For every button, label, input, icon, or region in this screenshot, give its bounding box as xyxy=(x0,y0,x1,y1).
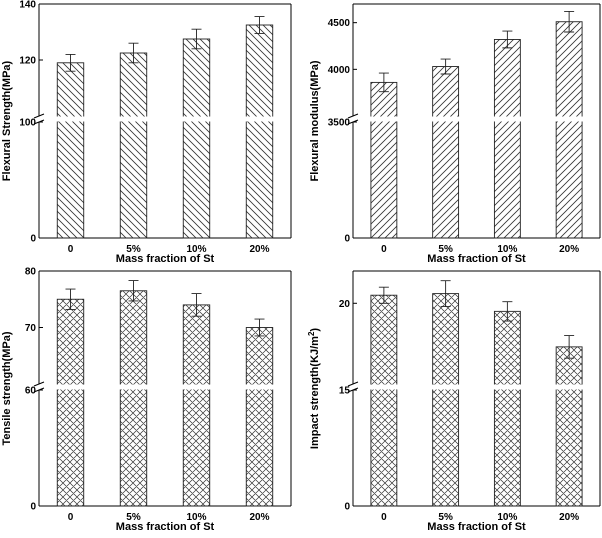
bar-0 xyxy=(56,62,85,239)
x-tick-label-3: 20% xyxy=(559,512,579,523)
error-bar-0 xyxy=(65,288,76,310)
x-axis-label: Mass fraction of St xyxy=(116,521,215,533)
bar-break-gap-1 xyxy=(431,116,460,122)
error-bar-3 xyxy=(254,318,265,337)
bar-break-gap-2 xyxy=(493,116,522,122)
y-tick-label-1: 15 xyxy=(339,386,351,397)
bar-1 xyxy=(119,52,148,239)
bar-break-gap-2 xyxy=(182,116,211,122)
x-tick-label-2: 10% xyxy=(186,512,206,523)
bar-break-gap-3 xyxy=(245,116,274,122)
y-tick-label-2: 70 xyxy=(25,323,37,334)
bar-break-gap-2 xyxy=(493,384,522,390)
error-bar-1 xyxy=(440,280,451,307)
bar-break-gap-1 xyxy=(431,384,460,390)
error-bar-1 xyxy=(128,280,139,302)
tensile-strength-chart: 0 5% 10% 20% 0 60 70 80 Mass fraction of St Tensi… xyxy=(1,267,292,533)
bar-break-gap-3 xyxy=(555,384,584,390)
y-axis-label-end: ) xyxy=(309,328,321,332)
bar-2 xyxy=(493,39,521,239)
x-axis-label: Mass fraction of St xyxy=(427,253,526,265)
y-tick-label-3: 80 xyxy=(25,267,37,278)
error-bar-1 xyxy=(440,58,451,75)
error-bar-2 xyxy=(191,293,202,317)
y-axis-label: Tensile strength(MPa) xyxy=(1,331,13,445)
y-tick-label-0: 0 xyxy=(344,234,350,245)
bar-3 xyxy=(245,24,274,239)
bar-0 xyxy=(370,294,398,507)
x-tick-label-1: 5% xyxy=(438,244,453,255)
x-tick-label-0: 0 xyxy=(68,512,74,523)
y-axis-label: Impact strength(KJ/m2) xyxy=(307,328,322,450)
y-tick-label-2: 20 xyxy=(339,299,351,310)
y-axis-label: Flexural Strength(MPa) xyxy=(1,60,13,181)
bar-0 xyxy=(370,81,398,239)
error-bar-3 xyxy=(564,335,575,359)
bar-break-gap-1 xyxy=(119,116,148,122)
bar-break-gap-1 xyxy=(119,384,148,390)
x-tick-label-1: 5% xyxy=(126,244,141,255)
x-tick-label-3: 20% xyxy=(559,244,579,255)
bar-break-gap-0 xyxy=(56,384,85,390)
bar-3 xyxy=(555,346,583,507)
x-tick-label-3: 20% xyxy=(249,512,269,523)
y-tick-label-0: 0 xyxy=(344,502,350,513)
bar-break-gap-0 xyxy=(56,116,85,122)
x-tick-label-2: 10% xyxy=(186,244,206,255)
bar-break-gap-0 xyxy=(369,384,398,390)
x-tick-label-0: 0 xyxy=(381,512,387,523)
y-tick-label-2: 120 xyxy=(19,56,36,67)
bar-break-gap-2 xyxy=(182,384,211,390)
x-tick-label-0: 0 xyxy=(381,244,387,255)
x-tick-label-3: 20% xyxy=(249,244,269,255)
y-tick-label-1: 3500 xyxy=(328,118,351,129)
x-tick-label-2: 10% xyxy=(497,244,517,255)
error-bar-0 xyxy=(65,53,76,72)
bar-break-gap-0 xyxy=(369,116,398,122)
y-tick-label-1: 100 xyxy=(19,118,36,129)
impact-strength-chart: 0 5% 10% 20% 0 15 20 Mass fraction of St Impact … xyxy=(307,270,601,533)
bar-break-gap-3 xyxy=(245,384,274,390)
flexural-modulus-chart: 0 5% 10% 20% 0 3500 4000 4500 Mass fraction of S… xyxy=(309,3,601,265)
bar-2 xyxy=(182,38,211,239)
bar-2 xyxy=(182,304,211,507)
bar-1 xyxy=(432,293,460,507)
bar-0 xyxy=(56,298,85,507)
bar-break-gap-3 xyxy=(555,116,584,122)
x-axis-label: Mass fraction of St xyxy=(116,253,215,265)
error-bar-0 xyxy=(378,286,389,304)
bar-1 xyxy=(432,66,460,239)
error-bar-3 xyxy=(254,16,265,34)
y-axis-label: Flexural modulus(MPa) xyxy=(309,60,321,181)
flexural-strength-chart: 0 5% 10% 20% 0 100 120 140 Mass fraction of St Fl… xyxy=(1,0,292,265)
bar-1 xyxy=(119,290,148,507)
y-axis-label-sup: 2 xyxy=(307,331,316,336)
x-axis-label: Mass fraction of St xyxy=(427,521,526,533)
error-bar-0 xyxy=(378,72,389,93)
y-tick-label-0: 0 xyxy=(30,502,36,513)
error-bar-2 xyxy=(191,28,202,50)
error-bar-2 xyxy=(502,30,513,49)
bar-2 xyxy=(493,310,521,507)
bar-3 xyxy=(245,327,274,507)
x-tick-label-1: 5% xyxy=(438,512,453,523)
x-tick-label-2: 10% xyxy=(497,512,517,523)
y-tick-label-0: 0 xyxy=(30,234,36,245)
x-tick-label-1: 5% xyxy=(126,512,141,523)
error-bar-1 xyxy=(128,42,139,64)
y-tick-label-2: 4000 xyxy=(328,65,351,76)
x-tick-label-0: 0 xyxy=(68,244,74,255)
y-tick-label-1: 60 xyxy=(25,386,37,397)
y-tick-label-3: 140 xyxy=(19,0,36,11)
y-tick-label-3: 4500 xyxy=(328,18,351,29)
error-bar-3 xyxy=(564,11,575,33)
error-bar-2 xyxy=(502,301,513,322)
bar-3 xyxy=(555,21,583,239)
